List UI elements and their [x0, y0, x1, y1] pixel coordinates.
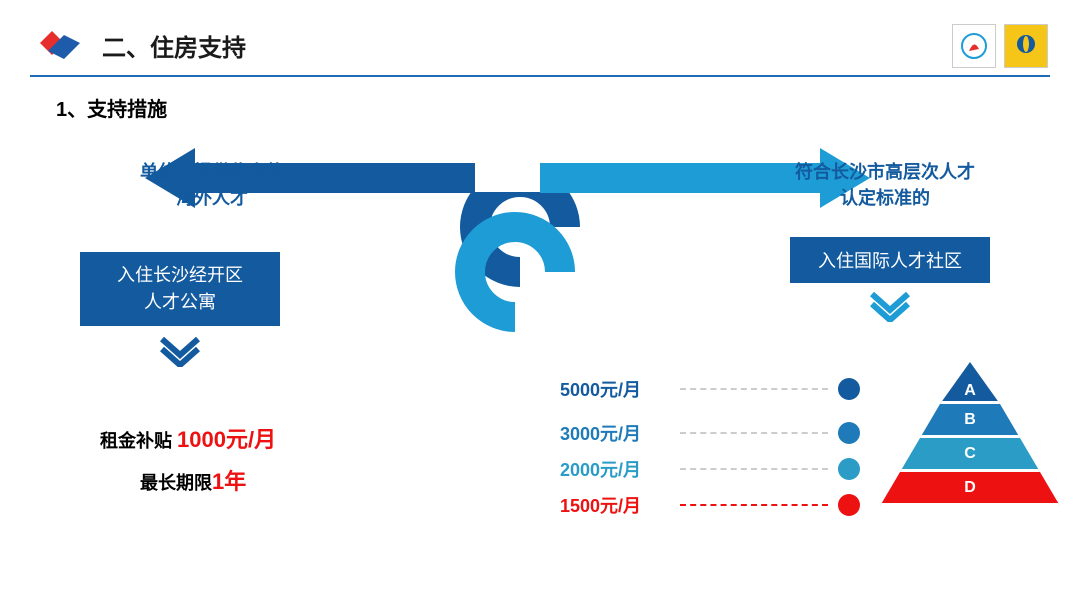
label-overseas-l2: 海外人才 — [112, 184, 312, 210]
content-area: 单位不提供住房的 海外人才 符合长沙市高层次人才 认定标准的 入住长沙经开区 人… — [0, 122, 1080, 592]
tier-connector — [680, 504, 828, 506]
tier-row: 2000元/月 — [560, 456, 860, 482]
tier-connector — [680, 468, 828, 470]
label-highlevel-l2: 认定标准的 — [770, 184, 1000, 210]
box-right: 入住国际人才社区 — [790, 237, 990, 283]
box-left: 入住长沙经开区 人才公寓 — [80, 252, 280, 326]
rent-value: 1000元/月 — [177, 427, 276, 452]
label-highlevel: 符合长沙市高层次人才 认定标准的 — [770, 158, 1000, 210]
tier-dot-icon — [838, 494, 860, 516]
pyramid: ABCD — [880, 362, 1060, 506]
tier-label: 1500元/月 — [560, 492, 680, 518]
label-overseas-l1: 单位不提供住房的 — [112, 158, 312, 184]
pyramid-tier: D — [880, 472, 1060, 506]
logos-right — [952, 24, 1048, 68]
tier-dot-icon — [838, 458, 860, 480]
header: 二、住房支持 — [0, 0, 1080, 75]
box-left-l2: 人才公寓 — [98, 289, 262, 316]
label-overseas: 单位不提供住房的 海外人才 — [112, 158, 312, 210]
partner-logo-2 — [1004, 24, 1048, 68]
tier-row: 1500元/月 — [560, 492, 860, 518]
box-right-l1: 入住国际人才社区 — [808, 247, 972, 273]
tier-row: 5000元/月 — [560, 376, 860, 402]
pyramid-tier: C — [900, 438, 1040, 472]
tier-connector — [680, 388, 828, 390]
tier-dot-icon — [838, 378, 860, 400]
tier-dot-icon — [838, 422, 860, 444]
chevron-down-icon — [870, 292, 910, 322]
subheader: 1、支持措施 — [0, 77, 1080, 122]
pyramid-tier: A — [940, 362, 1000, 404]
limit-prefix: 最长期限 — [140, 473, 212, 493]
tier-label: 5000元/月 — [560, 376, 680, 402]
chevron-down-icon — [160, 337, 200, 367]
pyramid-tier: B — [920, 404, 1020, 438]
partner-logo-1 — [952, 24, 996, 68]
logo-icon — [40, 31, 84, 61]
tier-label: 2000元/月 — [560, 456, 680, 482]
tier-connector — [680, 432, 828, 434]
rent-limit: 最长期限1年 — [140, 464, 246, 496]
rent-prefix: 租金补贴 — [100, 431, 177, 451]
tier-row: 3000元/月 — [560, 420, 860, 446]
limit-value: 1年 — [212, 469, 246, 494]
page-title: 二、住房支持 — [102, 28, 246, 63]
interlock-icon — [440, 192, 640, 352]
box-left-l1: 入住长沙经开区 — [98, 262, 262, 289]
rent-subsidy: 租金补贴 1000元/月 — [100, 422, 276, 454]
label-highlevel-l1: 符合长沙市高层次人才 — [770, 158, 1000, 184]
tier-label: 3000元/月 — [560, 420, 680, 446]
